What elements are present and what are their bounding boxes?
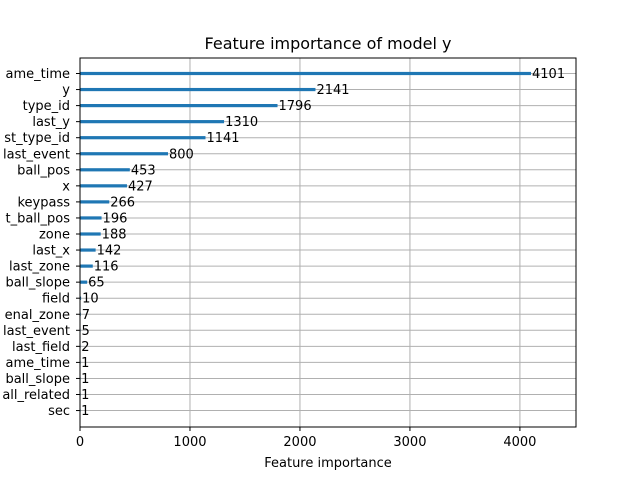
bar-value-label: 116	[94, 260, 119, 275]
x-axis-label: Feature importance	[264, 456, 392, 471]
chart-title: Feature importance of model y	[205, 34, 452, 53]
y-tick-label: ame_time	[6, 67, 71, 82]
bar	[80, 168, 130, 172]
bar-value-label: 1	[81, 356, 89, 371]
bar	[80, 136, 206, 140]
bar-value-label: 5	[82, 324, 90, 339]
axes	[76, 57, 577, 431]
bar-value-label: 1141	[206, 131, 239, 146]
bar	[80, 264, 93, 268]
plot-frame	[79, 57, 577, 428]
y-tick-label: last_zone	[9, 260, 70, 275]
bar-value-label: 2	[81, 340, 89, 355]
y-tick-label: keypass	[17, 195, 70, 210]
y-tick-label: sec	[48, 404, 70, 419]
labels: 0 1000 2000 3000 4000 ame_time 4101 y 2141 type_i…	[2, 67, 565, 450]
y-tick-label: enal_zone	[5, 308, 70, 323]
y-tick-label: last_y	[32, 115, 70, 130]
bar	[80, 296, 82, 300]
y-tick-label: ball_slope	[5, 276, 70, 291]
y-tick-label: ball_slope	[5, 372, 70, 387]
bar	[80, 152, 168, 156]
bar-value-label: 188	[102, 228, 127, 243]
bar	[80, 87, 316, 92]
bar	[80, 120, 225, 124]
bars	[80, 71, 532, 413]
y-tick-label: last_field	[12, 340, 70, 355]
bar-value-label: 427	[128, 179, 153, 194]
bar	[80, 232, 101, 236]
y-tick-label: y	[62, 83, 70, 98]
x-tick-label: 3000	[393, 435, 426, 450]
bar-value-label: 7	[82, 308, 90, 323]
y-tick-label: x	[62, 179, 70, 194]
grid-lines	[79, 58, 576, 427]
bar-value-label: 453	[131, 163, 156, 178]
bar-value-label: 4101	[532, 67, 565, 82]
y-tick-label: type_id	[23, 99, 70, 114]
x-tick-label: 0	[76, 435, 84, 450]
x-tick-label: 1000	[173, 435, 206, 450]
y-tick-label: st_type_id	[4, 131, 70, 146]
y-tick-label: last_x	[32, 244, 70, 259]
bar-value-label: 266	[110, 195, 135, 210]
bar	[80, 200, 110, 204]
bar-value-label: 65	[88, 276, 105, 291]
y-tick-label: ame_time	[6, 356, 71, 371]
y-tick-label: zone	[39, 228, 70, 243]
bar	[80, 184, 127, 188]
bar	[80, 216, 102, 220]
bar-value-label: 1310	[225, 115, 258, 130]
bar-value-label: 1796	[279, 99, 312, 114]
bar-value-label: 1	[81, 404, 89, 419]
bar-value-label: 1	[81, 388, 89, 403]
bar-value-label: 142	[97, 244, 122, 259]
bar-value-label: 196	[103, 211, 128, 226]
bar-value-label: 1	[81, 372, 89, 387]
x-tick-label: 2000	[283, 435, 316, 450]
y-tick-label: ball_pos	[17, 163, 70, 178]
y-tick-label: last_event	[3, 147, 70, 162]
y-tick-label: field	[42, 292, 70, 307]
bar-value-label: 2141	[316, 83, 349, 98]
y-tick-label: all_related	[2, 388, 70, 403]
bar	[80, 248, 96, 252]
y-tick-label: t_ball_pos	[5, 211, 70, 226]
bar	[80, 71, 532, 76]
bar	[80, 104, 278, 108]
y-tick-label: last_event	[3, 324, 70, 339]
bar	[80, 280, 88, 284]
bar-value-label: 800	[169, 147, 194, 162]
x-tick-label: 4000	[503, 435, 536, 450]
bar-value-label: 10	[82, 292, 99, 307]
